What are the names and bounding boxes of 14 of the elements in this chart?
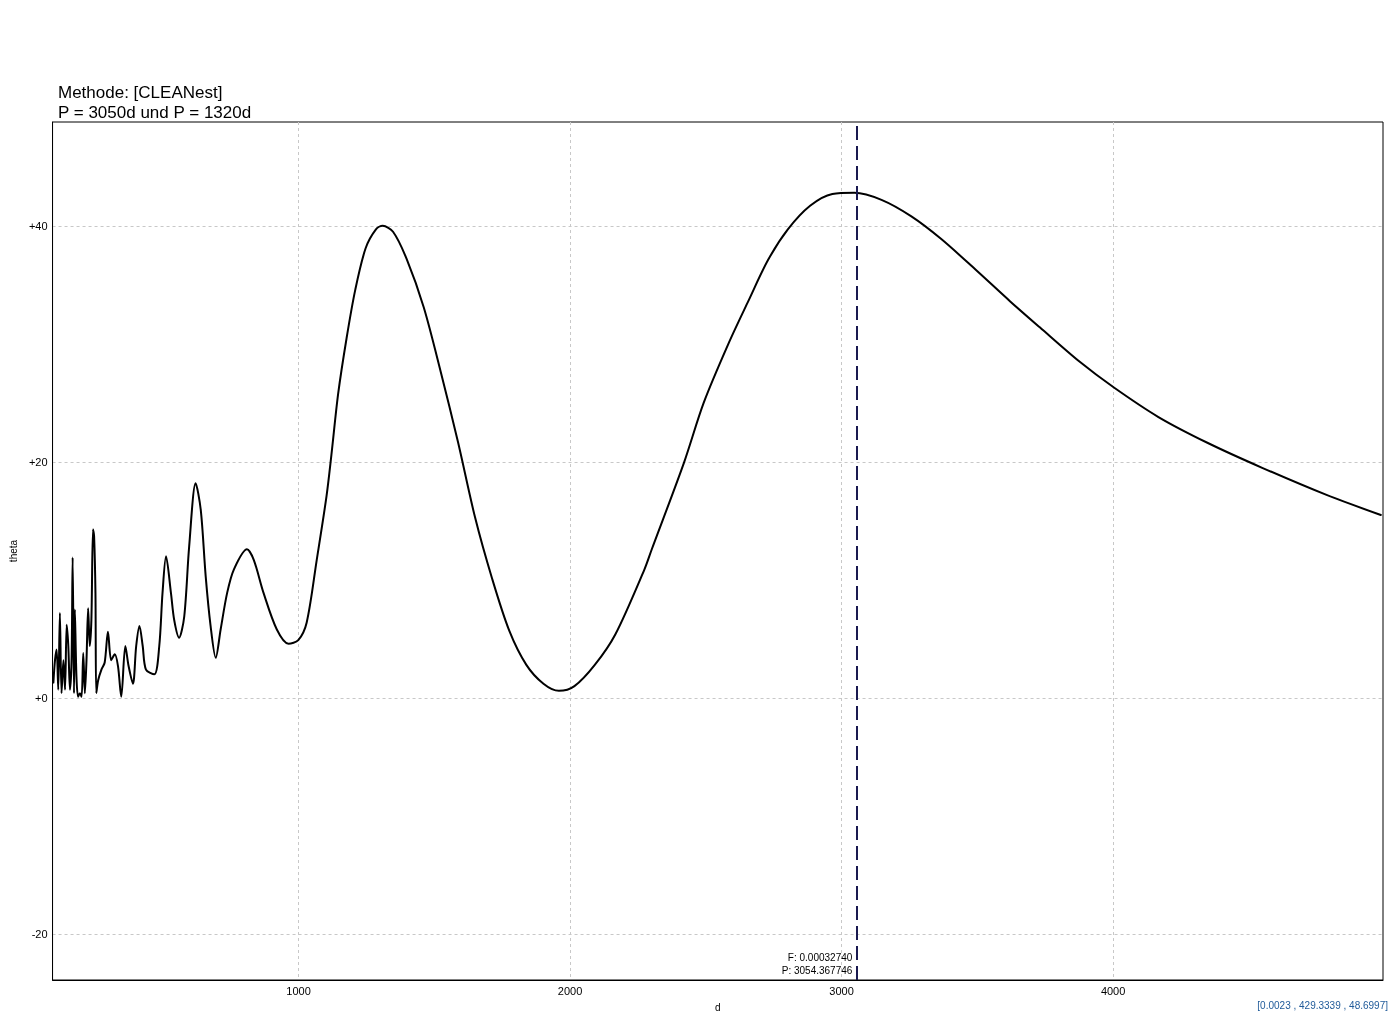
x-tick-label: 1000: [286, 984, 311, 997]
x-axis-title: d: [715, 1001, 721, 1013]
x-tick-label: 2000: [557, 984, 583, 997]
y-tick-label: -20: [31, 927, 48, 940]
y-tick-label: +0: [35, 691, 48, 704]
x-tick-label: 4000: [1100, 984, 1126, 997]
chart-subtitle: P = 3050d und P = 1320d: [58, 103, 252, 122]
x-tick-label: 3000: [829, 984, 854, 997]
y-tick-label: +40: [28, 219, 48, 232]
ref-line-label: F: 0.00032740 P: 3054.367746: [781, 952, 853, 976]
chart-title: Methode: [CLEANest]: [58, 83, 223, 102]
y-axis-title: theta: [7, 539, 19, 563]
y-tick-label: +20: [28, 455, 48, 468]
text: [0.0023 , 429.3339 , 48.6997]: [1257, 999, 1389, 1011]
